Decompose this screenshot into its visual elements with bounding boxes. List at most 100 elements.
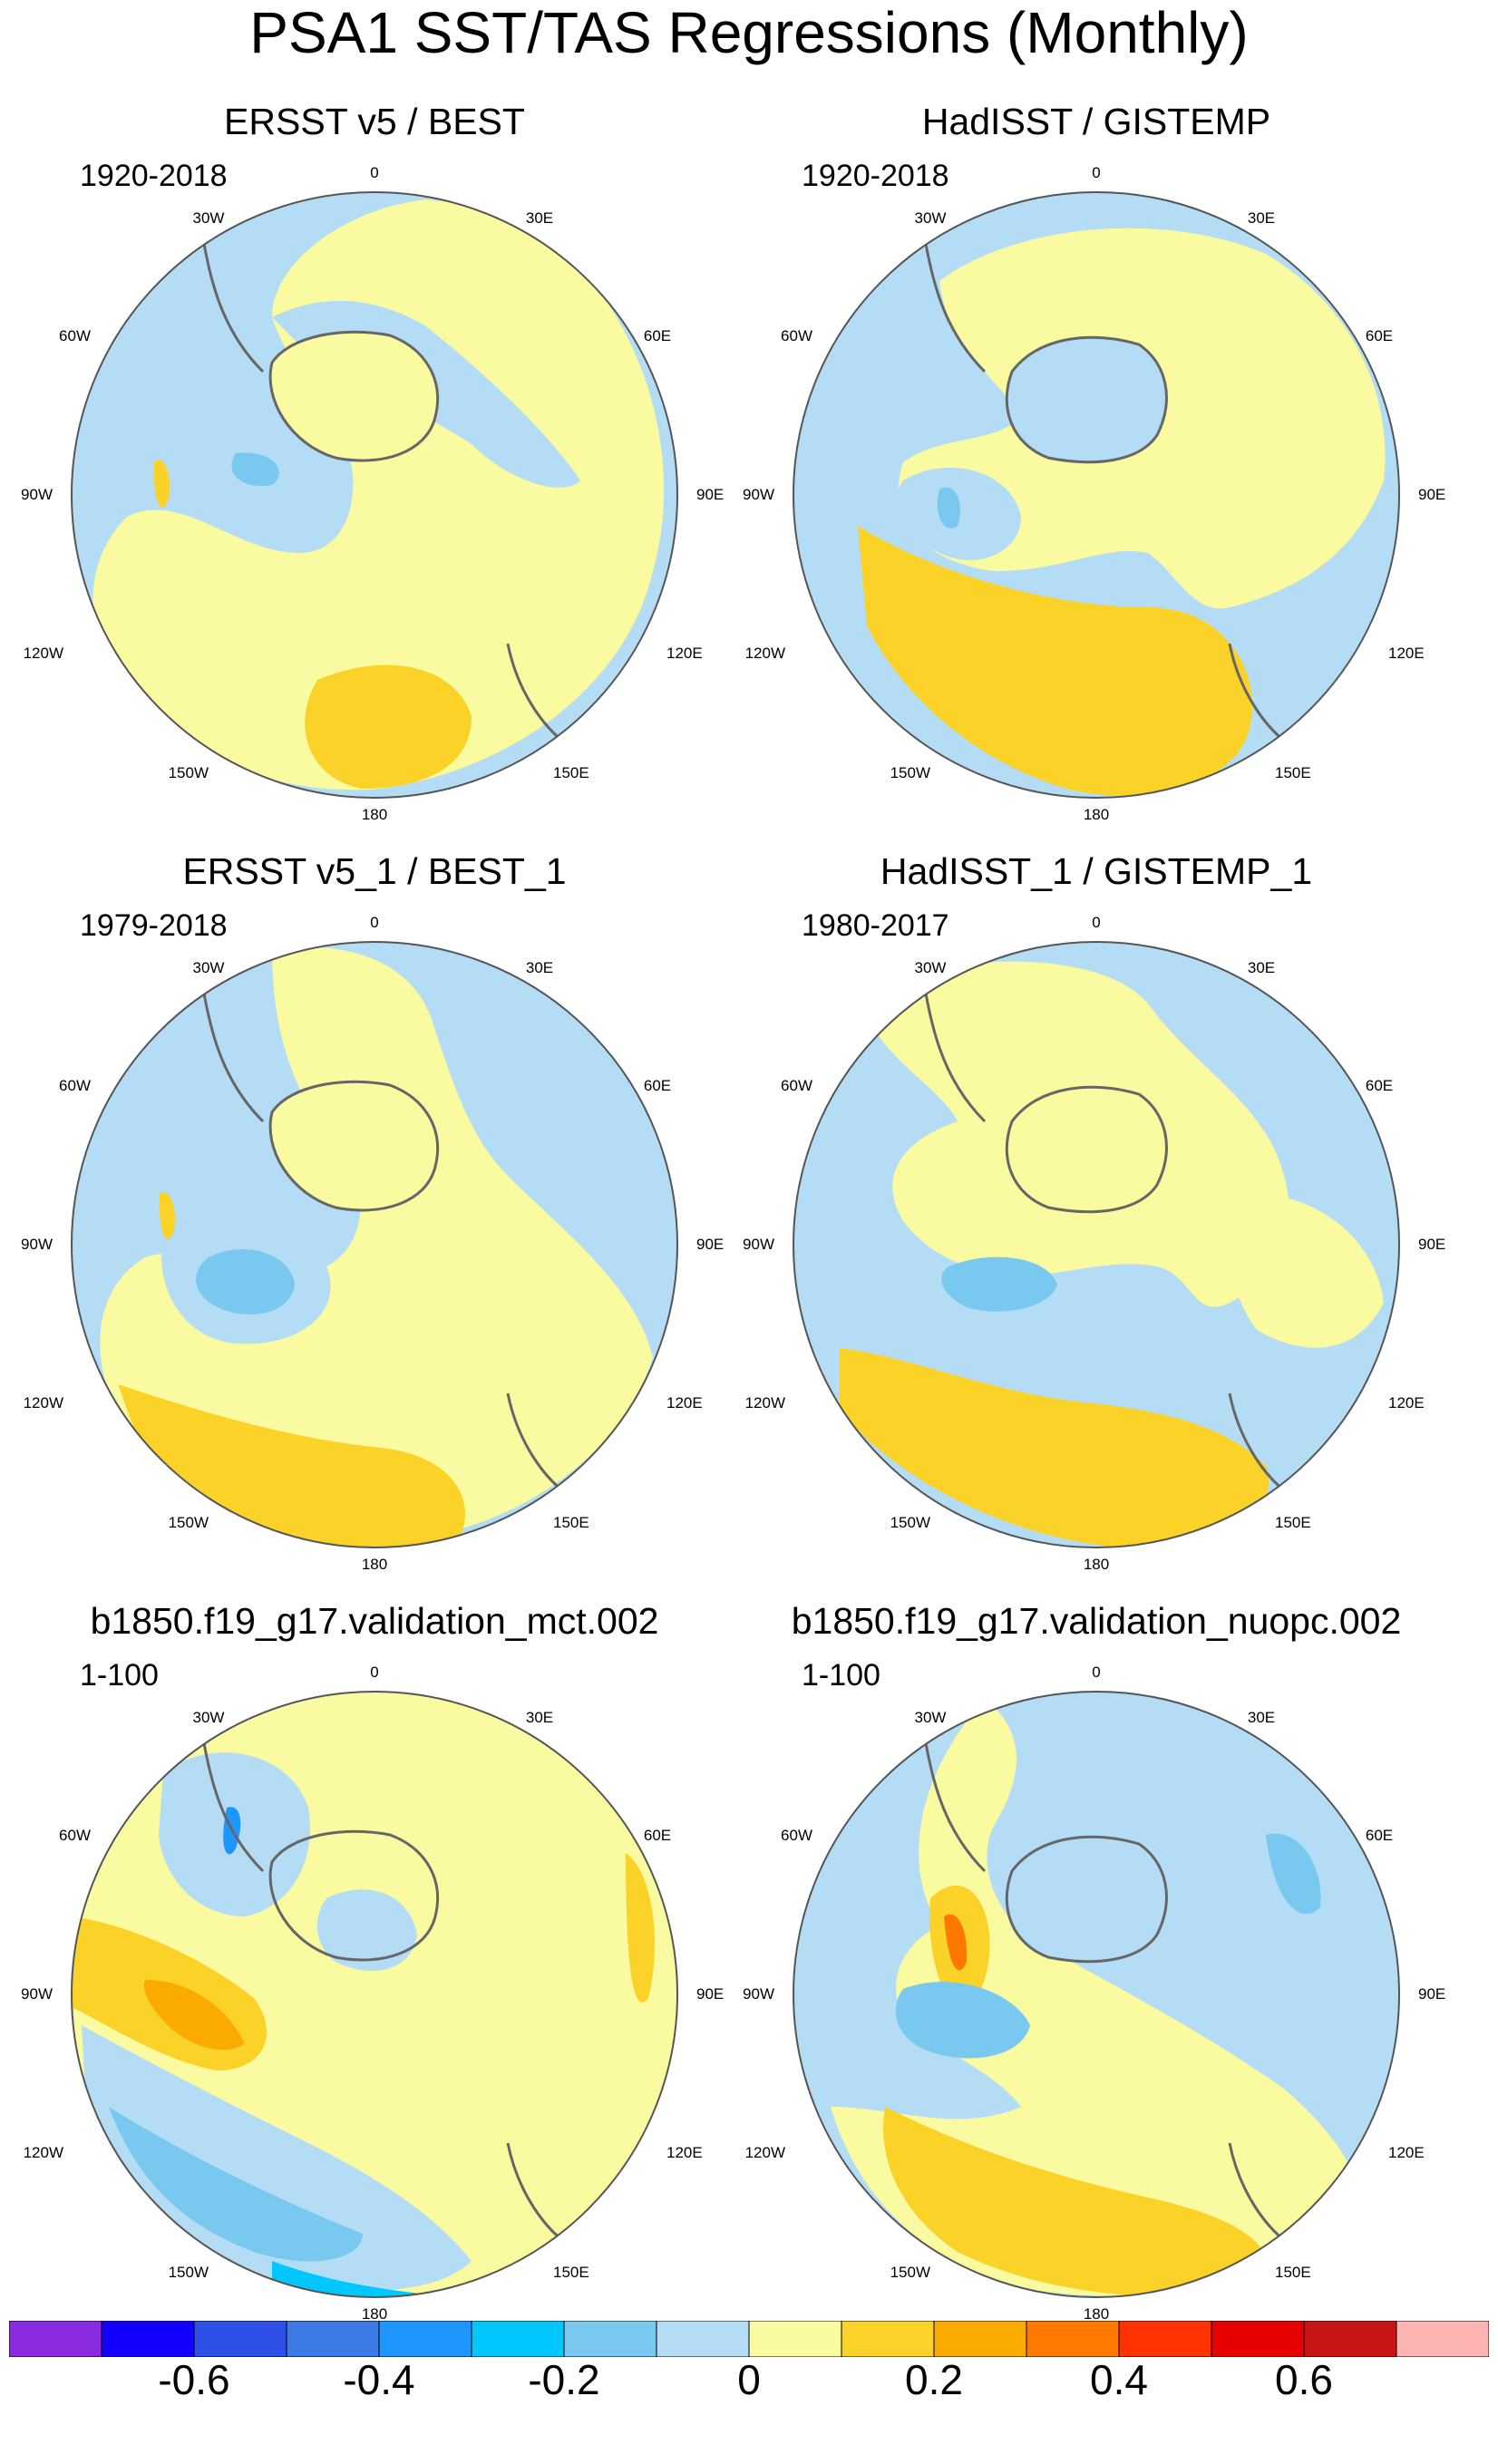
colorbar-box: [101, 2321, 195, 2357]
antarctica-coastline: [268, 1829, 440, 1962]
colorbar-tick-label: -0.2: [528, 2356, 600, 2403]
lon-label-0: 0: [1092, 164, 1100, 181]
strong-positive-anomaly: [858, 526, 1253, 796]
lon-label-60w: 60W: [59, 327, 91, 344]
strong-positive-anomaly: [944, 1914, 968, 1971]
colorbar: [9, 2321, 1489, 2357]
colorbar-box: [193, 2321, 287, 2357]
lon-label-90e: 90E: [696, 1236, 724, 1253]
antarctica-coastline: [1005, 335, 1168, 464]
colorbar-tick-label: 0: [737, 2356, 761, 2403]
map-boundary: [71, 941, 678, 1548]
lon-label-90e: 90E: [696, 1985, 724, 2003]
strong-positive-anomaly: [305, 665, 472, 789]
map-panel: HadISST_1 / GISTEMP_1 1980-2017 0 30E 60…: [722, 849, 1471, 1598]
lon-label-0: 0: [370, 914, 378, 931]
colorbar-tick-label: 0.6: [1275, 2356, 1333, 2403]
lon-label-120w: 120W: [745, 2144, 785, 2161]
colorbar-box: [841, 2321, 935, 2357]
lon-label-150e: 150E: [1275, 764, 1311, 781]
panel-period: 1980-2017: [802, 908, 949, 943]
lon-label-90w: 90W: [21, 1985, 53, 2003]
lon-label-150w: 150W: [890, 764, 930, 781]
antarctica-coastline: [268, 330, 440, 462]
colorbar-box: [9, 2321, 102, 2357]
lon-label-30w: 30W: [915, 209, 947, 227]
lon-label-30w: 30W: [915, 1709, 947, 1726]
lon-label-90e: 90E: [696, 486, 724, 503]
lon-label-60e: 60E: [1366, 1827, 1393, 1844]
lon-label-150e: 150E: [553, 1514, 589, 1531]
lon-label-150w: 150W: [169, 1514, 209, 1531]
polar-map: 0 30E 60E 90E 120E 150E 180 150W 120W 90…: [743, 914, 1445, 1573]
lon-label-120w: 120W: [745, 1394, 785, 1411]
panel-title: ERSST v5 / BEST: [224, 101, 525, 142]
lon-label-150e: 150E: [553, 764, 589, 781]
colorbar-tick-label: 0.4: [1090, 2356, 1148, 2403]
lon-label-120e: 120E: [666, 1394, 703, 1411]
polar-map: 0 30E 60E 90E 120E 150E 180 150W 120W 90…: [743, 164, 1445, 823]
strong-negative-anomaly: [895, 1982, 1030, 2059]
lon-label-60e: 60E: [644, 327, 671, 344]
map-panel: HadISST / GISTEMP 1920-2018 0 30E 60E 90…: [722, 100, 1471, 849]
lon-label-90e: 90E: [1418, 1236, 1445, 1253]
strong-negative-anomaly: [109, 2107, 363, 2262]
strong-negative-anomaly: [272, 2261, 453, 2297]
panel-title: b1850.f19_g17.validation_mct.002: [90, 1600, 659, 1642]
strong-negative-anomaly: [196, 1249, 295, 1314]
colorbar-tick-label: -0.4: [343, 2356, 415, 2403]
antarctica-coastline: [1005, 1085, 1168, 1214]
panel-period: 1979-2018: [80, 908, 228, 943]
lon-label-90w: 90W: [743, 1985, 774, 2003]
lon-label-180: 180: [1084, 806, 1109, 823]
positive-anomaly: [1226, 1192, 1384, 1348]
negative-anomaly: [316, 1889, 417, 1971]
colorbar-box: [933, 2321, 1027, 2357]
lon-label-60e: 60E: [644, 1827, 671, 1844]
lon-label-30e: 30E: [1248, 209, 1275, 227]
lon-label-150w: 150W: [169, 764, 209, 781]
colorbar-tick-label: -0.6: [158, 2356, 230, 2403]
lon-label-120e: 120E: [1388, 2144, 1425, 2161]
lon-label-30e: 30E: [526, 209, 553, 227]
lon-label-90e: 90E: [1418, 486, 1445, 503]
strong-positive-anomaly: [159, 1192, 175, 1239]
lon-label-120w: 120W: [24, 645, 63, 662]
lon-label-150e: 150E: [1275, 2264, 1311, 2281]
lon-label-60w: 60W: [59, 1827, 91, 1844]
colorbar-box: [1396, 2321, 1489, 2357]
lon-label-30e: 30E: [526, 959, 553, 976]
panel-title: HadISST_1 / GISTEMP_1: [880, 850, 1313, 892]
lon-label-30w: 30W: [193, 959, 225, 976]
strong-positive-anomaly: [626, 1853, 655, 2003]
lon-label-30w: 30W: [193, 209, 225, 227]
lon-label-60e: 60E: [1366, 1077, 1393, 1094]
strong-negative-anomaly: [937, 487, 960, 529]
strong-positive-anomaly: [153, 460, 170, 508]
strong-negative-anomaly: [1266, 1833, 1321, 1915]
lon-label-60w: 60W: [781, 1827, 812, 1844]
lon-label-0: 0: [370, 1664, 378, 1681]
lon-label-0: 0: [1092, 1664, 1100, 1681]
positive-anomaly: [92, 199, 665, 791]
map-panel: b1850.f19_g17.validation_nuopc.002 1-100…: [722, 1599, 1471, 2348]
lon-label-90e: 90E: [1418, 1985, 1445, 2003]
map-boundary: [793, 191, 1400, 799]
negative-anomaly: [82, 2025, 472, 2292]
lon-label-60w: 60W: [781, 1077, 812, 1094]
lon-label-150w: 150W: [169, 2264, 209, 2281]
polar-map: 0 30E 60E 90E 120E 150E 180 150W 120W 90…: [21, 1664, 724, 2323]
map-panel: b1850.f19_g17.validation_mct.002 1-100 0…: [0, 1599, 749, 2348]
lon-label-180: 180: [362, 806, 387, 823]
colorbar-box: [1026, 2321, 1120, 2357]
lon-label-150e: 150E: [1275, 1514, 1311, 1531]
map-boundary: [71, 191, 678, 799]
colorbar-box: [563, 2321, 657, 2357]
lon-label-180: 180: [1084, 1556, 1109, 1573]
lon-label-150e: 150E: [553, 2264, 589, 2281]
lon-label-120w: 120W: [24, 1394, 63, 1411]
lon-label-30e: 30E: [1248, 959, 1275, 976]
lon-label-120e: 120E: [1388, 1394, 1425, 1411]
lon-label-60w: 60W: [781, 327, 812, 344]
lon-label-120e: 120E: [1388, 645, 1425, 662]
